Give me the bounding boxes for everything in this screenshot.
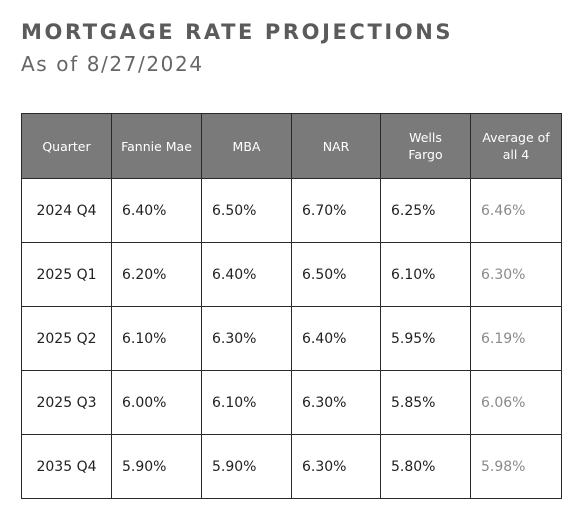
cell-nar: 6.40% [291,306,381,371]
table-row: 2025 Q1 6.20% 6.40% 6.50% 6.10% 6.30% [21,242,562,307]
cell-average: 6.30% [470,242,562,307]
column-header-fannie-mae: Fannie Mae [111,113,202,179]
cell-average: 6.46% [470,178,562,243]
cell-average: 6.19% [470,306,562,371]
cell-nar: 6.50% [291,242,381,307]
cell-fannie-mae: 6.40% [111,178,202,243]
cell-quarter: 2025 Q2 [21,306,112,371]
cell-mba: 6.10% [201,370,292,435]
cell-fannie-mae: 5.90% [111,434,202,499]
column-header-average: Average of all 4 [470,113,562,179]
page-title: MORTGAGE RATE PROJECTIONS [21,20,454,44]
cell-mba: 6.50% [201,178,292,243]
cell-quarter: 2025 Q3 [21,370,112,435]
cell-mba: 6.40% [201,242,292,307]
cell-fannie-mae: 6.10% [111,306,202,371]
cell-wells-fargo: 6.10% [380,242,471,307]
table-row: 2025 Q3 6.00% 6.10% 6.30% 5.85% 6.06% [21,370,562,435]
cell-nar: 6.30% [291,434,381,499]
column-header-mba: MBA [201,113,292,179]
cell-average: 6.06% [470,370,562,435]
mortgage-rate-table: Quarter Fannie Mae MBA NAR Wells Fargo A… [21,113,562,499]
column-header-quarter: Quarter [21,113,112,179]
cell-mba: 5.90% [201,434,292,499]
table-row: 2025 Q2 6.10% 6.30% 6.40% 5.95% 6.19% [21,306,562,371]
page-subtitle: As of 8/27/2024 [21,52,204,76]
cell-wells-fargo: 5.80% [380,434,471,499]
cell-fannie-mae: 6.20% [111,242,202,307]
cell-mba: 6.30% [201,306,292,371]
column-header-nar: NAR [291,113,381,179]
table-header-row: Quarter Fannie Mae MBA NAR Wells Fargo A… [21,113,562,179]
cell-average: 5.98% [470,434,562,499]
table-row: 2024 Q4 6.40% 6.50% 6.70% 6.25% 6.46% [21,178,562,243]
cell-wells-fargo: 5.85% [380,370,471,435]
cell-wells-fargo: 6.25% [380,178,471,243]
cell-wells-fargo: 5.95% [380,306,471,371]
cell-quarter: 2035 Q4 [21,434,112,499]
cell-fannie-mae: 6.00% [111,370,202,435]
column-header-wells-fargo: Wells Fargo [380,113,471,179]
cell-quarter: 2024 Q4 [21,178,112,243]
table-row: 2035 Q4 5.90% 5.90% 6.30% 5.80% 5.98% [21,434,562,499]
cell-nar: 6.70% [291,178,381,243]
cell-quarter: 2025 Q1 [21,242,112,307]
cell-nar: 6.30% [291,370,381,435]
